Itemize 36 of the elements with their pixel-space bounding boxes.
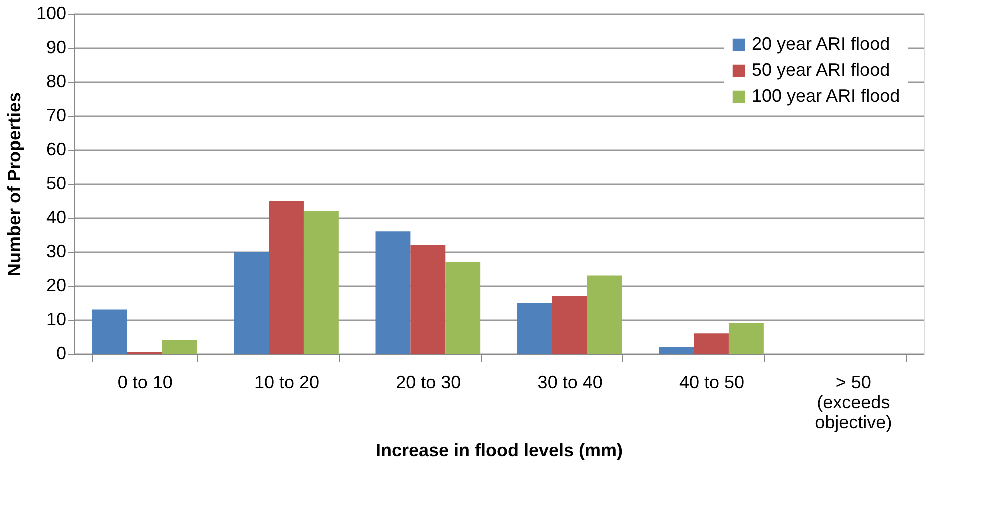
x-tick-label: 10 to 20 xyxy=(254,372,320,392)
bar xyxy=(269,201,304,354)
x-axis-title: Increase in flood levels (mm) xyxy=(376,440,624,460)
bar xyxy=(92,310,128,354)
bar xyxy=(728,323,764,354)
bar xyxy=(234,252,270,354)
bar xyxy=(446,262,481,354)
legend-label: 50 year ARI flood xyxy=(752,60,890,80)
y-tick-label: 10 xyxy=(46,310,66,330)
y-axis-title: Number of Properties xyxy=(4,92,24,277)
bar xyxy=(162,340,198,354)
y-tick-label: 90 xyxy=(46,38,66,58)
bar xyxy=(517,303,552,354)
bar xyxy=(552,296,588,354)
x-tick-label: 0 to 10 xyxy=(118,372,173,392)
x-tick-label: 40 to 50 xyxy=(679,372,745,392)
x-tick-label: 30 to 40 xyxy=(538,372,603,392)
legend-label: 20 year ARI flood xyxy=(752,34,890,54)
bar xyxy=(410,245,446,354)
y-tick-label: 50 xyxy=(46,174,66,194)
x-tick-label: 20 to 30 xyxy=(396,372,462,392)
y-tick-label: 0 xyxy=(56,344,66,364)
bar xyxy=(376,232,411,354)
y-tick-label: 20 xyxy=(46,276,66,296)
bar xyxy=(694,334,729,354)
y-tick-label: 40 xyxy=(46,208,66,228)
y-tick-label: 70 xyxy=(46,106,66,126)
y-tick-label: 30 xyxy=(46,242,66,262)
y-tick-label: 60 xyxy=(46,140,66,160)
legend-label: 100 year ARI flood xyxy=(752,86,900,106)
x-tick-label: > 50 (exceeds objective) xyxy=(815,372,892,432)
y-tick-label: 80 xyxy=(46,72,66,92)
bar xyxy=(659,347,694,354)
y-tick-label: 100 xyxy=(36,4,66,24)
bar xyxy=(304,211,339,354)
bar xyxy=(587,276,622,354)
